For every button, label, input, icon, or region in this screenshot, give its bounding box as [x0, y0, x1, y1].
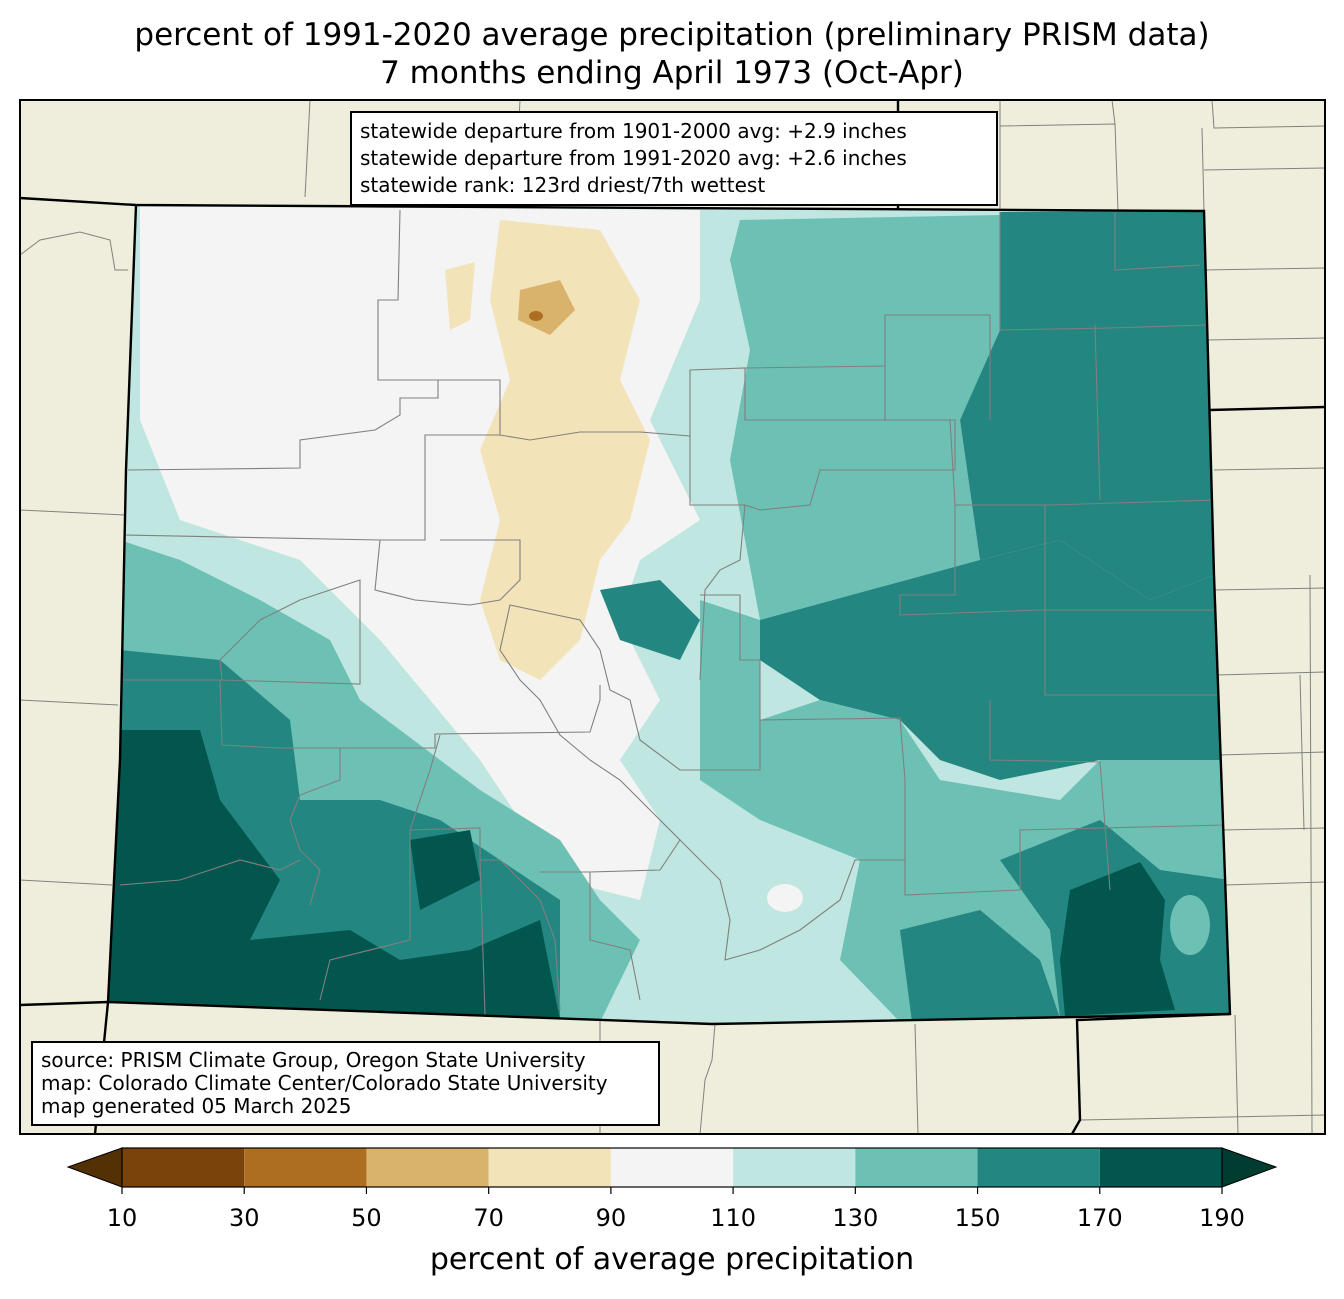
- precip-bin-90-110: [767, 884, 803, 912]
- precip-bin-170-190: [410, 830, 480, 910]
- precip-bin-90-110: [140, 205, 330, 300]
- map-title-line1: percent of 1991-2020 average precipitati…: [134, 17, 1210, 53]
- colorbar-tick-label: 30: [228, 1204, 260, 1232]
- stats-rank: statewide rank: 123rd driest/7th wettest: [360, 173, 766, 197]
- map-frame: [20, 100, 1325, 1134]
- colorbar-bin-30-50: [244, 1148, 367, 1187]
- colorbar-tick-label: 170: [1076, 1204, 1123, 1232]
- stats-departure-1901-2000: statewide departure from 1901-2000 avg: …: [360, 119, 907, 143]
- generated-date-line: map generated 05 March 2025: [41, 1094, 352, 1118]
- precip-bin-150-170: [760, 540, 1222, 780]
- colorado-precip-field: [108, 205, 1230, 1024]
- precip-bin-170-190: [1060, 862, 1175, 1016]
- statewide-stats-box: statewide departure from 1901-2000 avg: …: [350, 111, 998, 206]
- map-title-line2: 7 months ending April 1973 (Oct-Apr): [380, 55, 964, 91]
- colorbar-bin-70-90: [488, 1148, 611, 1187]
- precip-bin-50-70: [518, 280, 575, 335]
- colorbar-bin-130-150: [855, 1148, 978, 1187]
- colorbar-tick-label: 50: [351, 1204, 382, 1232]
- colorbar-tick-label: 190: [1199, 1204, 1245, 1232]
- precip-bin-70-90: [480, 220, 650, 680]
- colorbar-tick-label: 130: [832, 1204, 879, 1232]
- map-credit-line: map: Colorado Climate Center/Colorado St…: [41, 1071, 608, 1095]
- colorbar-outline: [121, 1147, 1223, 1188]
- colorbar-bin-150-170: [977, 1148, 1100, 1187]
- colorbar: [66, 1147, 1278, 1194]
- precip-bin-150-170: [1110, 211, 1206, 340]
- colorbar-tick-label: 70: [473, 1204, 504, 1232]
- colorbar-over-extension: [1221, 1147, 1278, 1188]
- colorbar-tick-label: 90: [595, 1204, 627, 1232]
- colorado-county-lines: [119, 209, 1226, 1016]
- neighbor-county-lines: [20, 100, 1325, 1134]
- map-frame-border: [19, 99, 1326, 1135]
- source-line: source: PRISM Climate Group, Oregon Stat…: [41, 1048, 586, 1072]
- colorbar-bin-50-70: [366, 1148, 489, 1187]
- colorbar-bin-110-130: [733, 1148, 856, 1187]
- colorbar-bin-170-190: [1099, 1148, 1222, 1187]
- colorbar-bin-10-30: [122, 1148, 245, 1187]
- precip-bin-170-190: [108, 730, 560, 1020]
- colorbar-under-extension: [66, 1147, 123, 1188]
- colorbar-tick-label: 10: [106, 1204, 138, 1232]
- precip-bin-70-90: [445, 262, 475, 330]
- colorbar-bin-90-110: [610, 1148, 734, 1187]
- precip-bin-30-50: [529, 311, 543, 321]
- stats-departure-1991-2020: statewide departure from 1991-2020 avg: …: [360, 146, 907, 170]
- source-credits-box: source: PRISM Climate Group, Oregon Stat…: [31, 1041, 660, 1126]
- precip-bin-150-170: [900, 910, 1060, 1022]
- colorbar-tick-label: 150: [954, 1204, 1001, 1232]
- colorbar-label: percent of average precipitation: [429, 1242, 915, 1277]
- colorbar-tick-label: 110: [710, 1204, 757, 1232]
- precip-bin-130-150: [1170, 895, 1210, 955]
- precip-bin-130-150: [730, 215, 1000, 620]
- precip-bin-150-170: [600, 580, 700, 660]
